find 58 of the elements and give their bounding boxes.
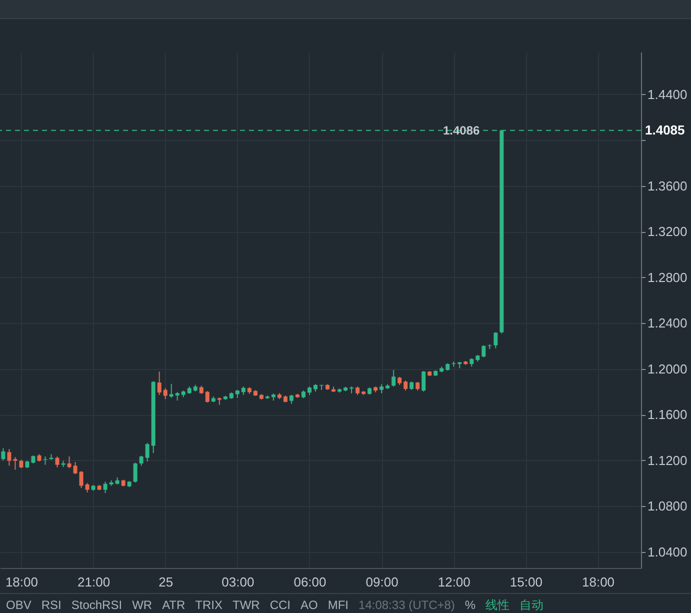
x-tick-label: 21:00 [78, 574, 110, 590]
x-tick-label: 15:00 [510, 574, 542, 590]
candlestick [163, 388, 168, 400]
candlestick [103, 481, 108, 494]
y-tick-label: 1.2400 [648, 316, 688, 331]
y-tick-label: 1.0800 [648, 498, 688, 514]
y-tick-label: 1.1600 [648, 407, 688, 422]
x-tick-label: 06:00 [294, 574, 326, 590]
candlestick [1, 448, 6, 461]
text: RSI [41, 598, 62, 612]
candlestick [205, 390, 210, 403]
candlestick [139, 455, 144, 466]
y-tick-label: 1.3600 [648, 178, 688, 194]
text: 线性 [486, 596, 510, 613]
candlestick [157, 371, 162, 396]
annotation: 1.4086 [442, 123, 480, 138]
candlestick [73, 462, 78, 475]
x-tick-label: 18:00 [5, 574, 38, 590]
text: ATR [162, 598, 186, 612]
x-tick-label: 12:00 [438, 574, 470, 590]
candlestick [145, 442, 150, 462]
x-tick-label: 09:00 [366, 574, 398, 590]
candlestick [133, 462, 138, 483]
y-tick-label: 1.0400 [648, 544, 688, 560]
y-tick-label: 1.3200 [648, 224, 688, 240]
text: 自动 [520, 596, 544, 613]
candlestick [482, 344, 486, 358]
y-tick-label: 1.2800 [648, 270, 688, 285]
candlestick [55, 456, 60, 468]
candlestick [494, 332, 498, 349]
text: 14:08:33 (UTC+8) [358, 598, 455, 612]
y-tick-label: 1.4400 [648, 86, 688, 102]
x-tick-label: 03:00 [222, 574, 254, 590]
text: OBV [6, 598, 32, 612]
candlestick [43, 456, 48, 466]
candlestick [380, 384, 384, 394]
candlestick [79, 470, 84, 489]
candlestick [67, 456, 72, 469]
candlestick [7, 448, 12, 466]
text: CCI [270, 598, 291, 612]
text: AO [300, 598, 318, 612]
text: StochRSI [71, 598, 122, 612]
candlestick [169, 383, 174, 398]
candlestick [85, 482, 90, 493]
candlestick [13, 456, 18, 470]
text: TRIX [195, 598, 223, 612]
text: TWR [232, 598, 260, 612]
ref-line-label: 1.4085 [645, 122, 685, 138]
x-tick-label: 25 [158, 574, 174, 590]
text: WR [132, 598, 152, 612]
y-tick-label: 1.1200 [648, 452, 688, 468]
y-tick-label: 1.2000 [648, 361, 688, 376]
candlestick [404, 380, 408, 392]
x-tick-label: 18:00 [582, 574, 615, 590]
candlestick [392, 369, 396, 388]
text: MFI [328, 598, 349, 612]
candlestick [422, 370, 426, 392]
text: % [464, 598, 476, 612]
